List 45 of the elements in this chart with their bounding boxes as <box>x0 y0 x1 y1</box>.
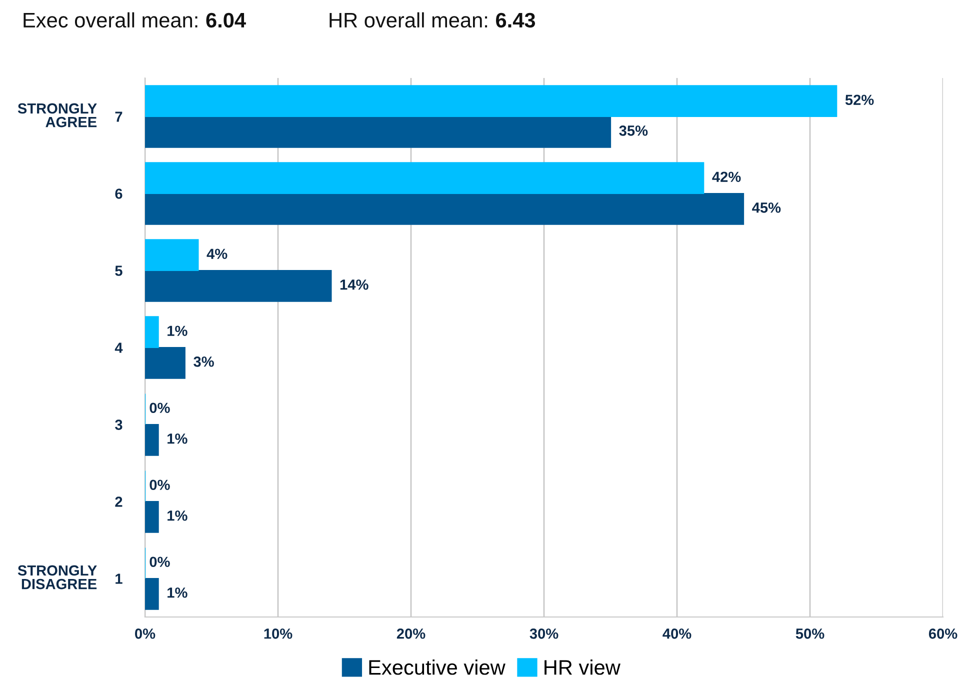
data-label: 1% <box>168 434 188 444</box>
x-tick-label: 40% <box>662 628 692 639</box>
bar <box>145 578 159 610</box>
bar <box>145 239 199 272</box>
y-tick-label: 1 <box>116 574 122 584</box>
data-label: 1% <box>168 510 188 521</box>
data-label: 4% <box>206 248 228 259</box>
legend-label: HR view <box>544 660 620 675</box>
y-tick-label: 4 <box>114 342 123 353</box>
data-label: 3% <box>194 356 214 367</box>
bar <box>145 316 159 348</box>
data-label: 45% <box>752 202 781 213</box>
x-tick-label: 60% <box>928 628 958 639</box>
data-label: 0% <box>150 402 170 414</box>
data-label: 14% <box>340 280 368 290</box>
text: STRONGLY DISAGREE <box>18 565 97 590</box>
y-tick-label: 6 <box>115 188 122 199</box>
x-tick-label: 30% <box>530 628 558 639</box>
data-label: 42% <box>712 172 741 182</box>
bar <box>145 116 612 148</box>
bar <box>145 192 744 225</box>
legend-label: Executive view <box>369 660 506 675</box>
chart-title: Exec overall mean: 6.04 <box>24 12 246 28</box>
bar <box>145 85 838 118</box>
data-label: 0% <box>150 556 170 568</box>
text: STRONGLY AGREE <box>18 103 97 128</box>
y-tick-label: 3 <box>115 420 122 430</box>
data-label: 1% <box>168 326 188 336</box>
bar <box>145 162 704 194</box>
bar <box>145 424 159 456</box>
x-tick-label: 20% <box>396 628 426 639</box>
bar <box>145 270 332 302</box>
data-label: 0% <box>150 480 170 490</box>
x-tick-label: 10% <box>264 628 292 639</box>
y-tick-label: 2 <box>115 496 122 507</box>
bar <box>145 346 186 379</box>
bar <box>145 500 159 533</box>
data-label: 35% <box>619 125 648 136</box>
chart-subtitle: HR overall mean: 6.43 <box>330 12 536 28</box>
data-label: 52% <box>845 94 874 106</box>
x-tick-label: 0% <box>135 628 156 639</box>
y-tick-label: 5 <box>115 266 122 276</box>
y-tick-label: 7 <box>115 112 122 122</box>
x-tick-label: 50% <box>796 628 824 639</box>
data-label: 1% <box>168 588 188 598</box>
